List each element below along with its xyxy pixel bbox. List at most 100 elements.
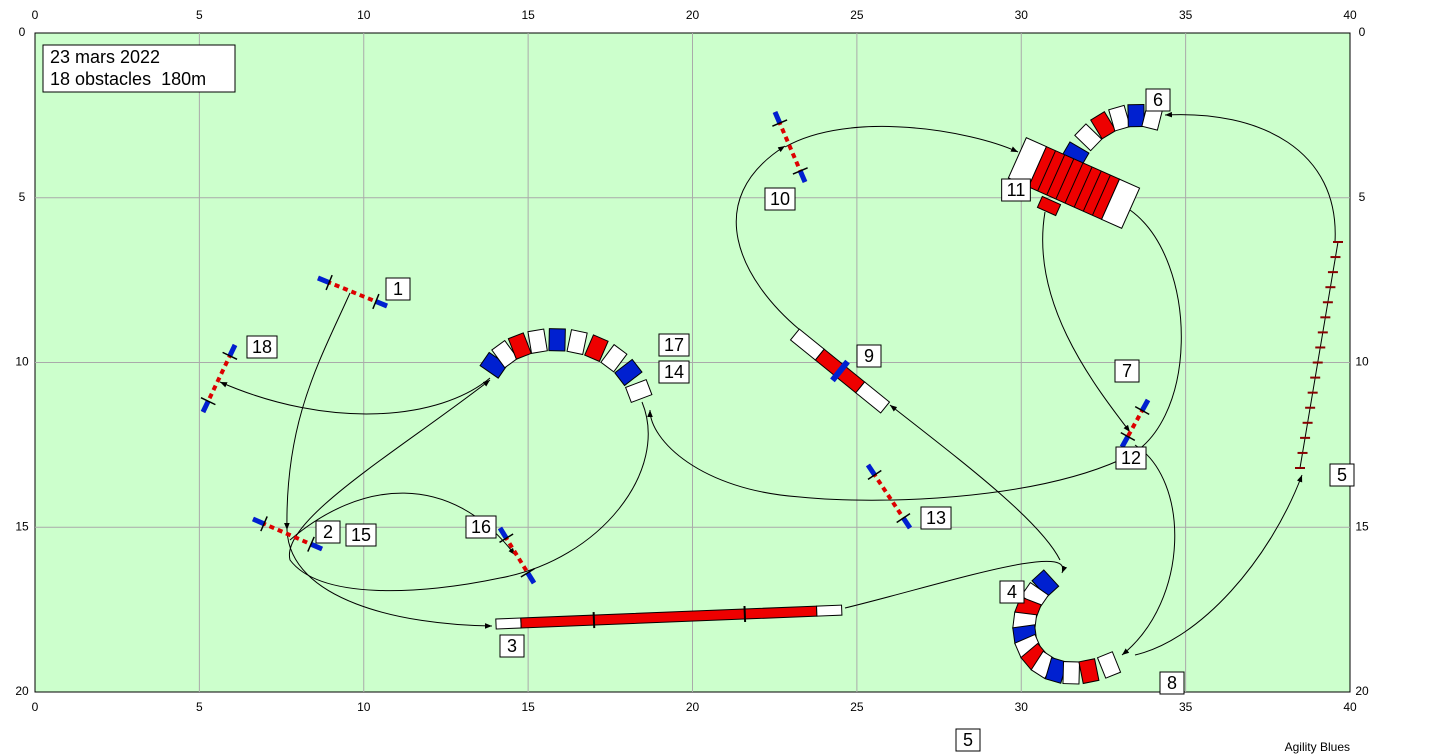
a-frame-slat — [1064, 162, 1084, 204]
number-box — [1159, 671, 1185, 695]
tunnel-segment — [1090, 111, 1117, 140]
header-box — [42, 44, 236, 93]
obstacle-number: 3 — [507, 636, 517, 656]
y-tick-label: 20 — [15, 684, 29, 698]
tunnel-segment — [1096, 651, 1122, 679]
tunnel-segment — [491, 339, 519, 369]
jump-wing — [252, 516, 266, 527]
a-frame-slat — [1046, 154, 1066, 196]
y-tick-label: 0 — [19, 25, 26, 39]
summary: 18 obstacles 180m — [50, 69, 206, 89]
obstacle-number: 16 — [471, 517, 491, 537]
number-box — [499, 634, 525, 658]
x-tick-label: 20 — [686, 8, 700, 22]
x-tick-label: 30 — [1015, 8, 1029, 22]
x-tick-label: 10 — [357, 8, 371, 22]
x-tick-label: 35 — [1179, 8, 1193, 22]
x-tick-label: 0 — [32, 700, 39, 714]
jump-post — [896, 512, 911, 524]
obstacle-number: 15 — [351, 525, 371, 545]
obstacle-number: 17 — [664, 335, 684, 355]
x-tick-label: 30 — [1015, 700, 1029, 714]
tunnel-segment — [1078, 658, 1100, 685]
jump-post — [1134, 405, 1150, 416]
jump-post — [520, 567, 535, 578]
x-tick-label: 25 — [850, 8, 864, 22]
a-frame-contact — [1036, 195, 1062, 217]
x-tick-label: 20 — [686, 700, 700, 714]
y-tick-label: 10 — [15, 355, 29, 369]
tunnel-segment — [1127, 103, 1145, 128]
date: 23 mars 2022 — [50, 47, 160, 67]
jump-post — [772, 119, 788, 127]
tunnel-segment — [1062, 661, 1081, 685]
number-box — [465, 515, 497, 539]
obstacle-number: 5 — [963, 730, 973, 750]
jump-post — [222, 351, 238, 360]
x-tick-label: 5 — [196, 8, 203, 22]
number-box — [246, 335, 278, 359]
tunnel-segment — [548, 328, 566, 352]
number-box — [345, 523, 377, 547]
jump-wing — [525, 571, 537, 585]
dog-walk-post — [743, 605, 747, 623]
footer: Agility Blues — [1285, 740, 1350, 754]
obstacle-number: 4 — [1007, 582, 1017, 602]
number-box — [658, 360, 690, 384]
obstacle-number: 10 — [770, 189, 790, 209]
x-tick-label: 40 — [1343, 8, 1357, 22]
x-tick-label: 0 — [32, 8, 39, 22]
jump-wing — [1140, 398, 1151, 412]
jump-wing — [200, 400, 211, 414]
number-box — [920, 506, 952, 530]
jump-wing — [901, 516, 913, 530]
jump-wing — [227, 343, 238, 357]
a-frame-slat — [1092, 174, 1111, 216]
a-frame-slat — [1082, 170, 1102, 212]
dog-walk-end — [816, 604, 843, 617]
seesaw — [789, 328, 891, 414]
seesaw-end — [855, 381, 891, 414]
jump-post — [1120, 431, 1136, 442]
tunnel-segment — [600, 343, 628, 373]
obstacle-number: 18 — [252, 337, 272, 357]
number-box — [1329, 463, 1355, 487]
x-tick-label: 5 — [196, 700, 203, 714]
jump-post — [792, 167, 808, 175]
jump-post — [260, 516, 268, 532]
x-tick-label: 15 — [521, 8, 535, 22]
obstacle-number: 9 — [864, 346, 874, 366]
obstacle-number: 5 — [1337, 465, 1347, 485]
a-frame-slat — [1055, 158, 1075, 200]
y-tick-label: 5 — [1359, 190, 1366, 204]
obstacle-number: 7 — [1122, 361, 1132, 381]
number-box — [658, 333, 690, 357]
a-frame-end — [1100, 178, 1141, 229]
jump-wing — [317, 275, 331, 285]
tunnel-segment — [507, 332, 532, 360]
number-box — [764, 187, 796, 211]
dog-walk-post — [592, 612, 596, 629]
jump-post — [325, 274, 333, 291]
y-tick-label: 15 — [1355, 519, 1369, 533]
jump-post — [307, 536, 315, 552]
obstacle-number: 6 — [1153, 90, 1163, 110]
jump-wing — [309, 541, 323, 552]
jump-wing — [374, 299, 388, 309]
x-tick-label: 25 — [850, 700, 864, 714]
number-box — [999, 580, 1025, 604]
tunnel-segment — [1108, 104, 1131, 132]
obstacle-number: 14 — [664, 362, 684, 382]
number-box — [856, 344, 882, 368]
jump-wing — [772, 111, 783, 125]
number-box — [1145, 88, 1171, 112]
jump-wing — [497, 526, 509, 540]
seesaw-pivot — [830, 359, 850, 383]
jump-wing — [797, 169, 808, 183]
tunnel-segment — [566, 329, 588, 356]
jump-post — [200, 397, 216, 406]
obstacle-number: 1 — [393, 279, 403, 299]
dog-walk — [495, 604, 843, 630]
